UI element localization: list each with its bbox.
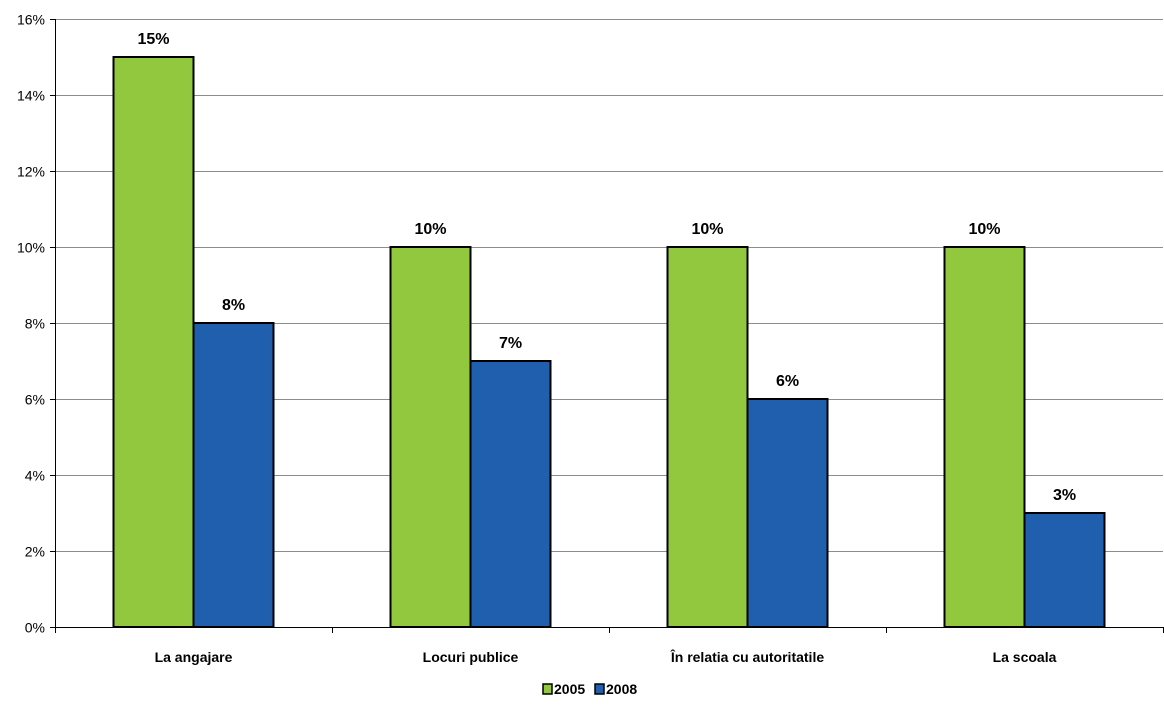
bar-2005-0 — [112, 56, 195, 628]
bar-2005-3 — [943, 246, 1026, 628]
y-tick-label: 12% — [17, 164, 45, 180]
category-label: În relatia cu autoritatile — [670, 648, 824, 665]
legend-swatch-2008 — [594, 683, 605, 695]
y-tick-label: 0% — [25, 620, 45, 636]
y-tick-label: 10% — [17, 240, 45, 256]
y-tick-label: 2% — [25, 544, 45, 560]
data-label: 3% — [1053, 487, 1076, 504]
data-label: 6% — [776, 373, 799, 390]
y-tick-label: 6% — [25, 392, 45, 408]
bar-2008-0 — [192, 322, 275, 628]
data-labels: 15% 10% 10% 10% 8% 7% 6% 3% — [137, 31, 1076, 504]
data-label: 15% — [137, 31, 169, 48]
legend-swatch-2005 — [542, 683, 553, 695]
y-tick-label: 16% — [17, 12, 45, 28]
category-label: Locuri publice — [423, 649, 519, 665]
y-tick-label: 8% — [25, 316, 45, 332]
data-label: 10% — [691, 221, 723, 238]
y-tick-label: 4% — [25, 468, 45, 484]
data-label: 10% — [968, 221, 1000, 238]
bar-2005-1 — [389, 246, 472, 628]
y-tick-label: 14% — [17, 88, 45, 104]
bar-2008-2 — [746, 398, 829, 628]
data-label: 10% — [414, 221, 446, 238]
bars — [112, 56, 1106, 628]
legend: 2005 2008 — [542, 681, 637, 697]
bar-2008-1 — [469, 360, 552, 628]
x-axis: La angajare Locuri publice În relatia cu a… — [55, 627, 1164, 665]
data-label: 7% — [499, 335, 522, 352]
data-label: 8% — [222, 297, 245, 314]
category-label: La angajare — [155, 649, 233, 665]
category-label: La scoala — [993, 649, 1057, 665]
bar-2005-2 — [666, 246, 749, 628]
bar-2008-3 — [1023, 512, 1106, 628]
legend-label: 2005 — [554, 681, 585, 697]
legend-label: 2008 — [606, 681, 637, 697]
y-axis: 0% 2% 4% 6% 8% 10% 12% 14% 16% — [17, 12, 56, 636]
